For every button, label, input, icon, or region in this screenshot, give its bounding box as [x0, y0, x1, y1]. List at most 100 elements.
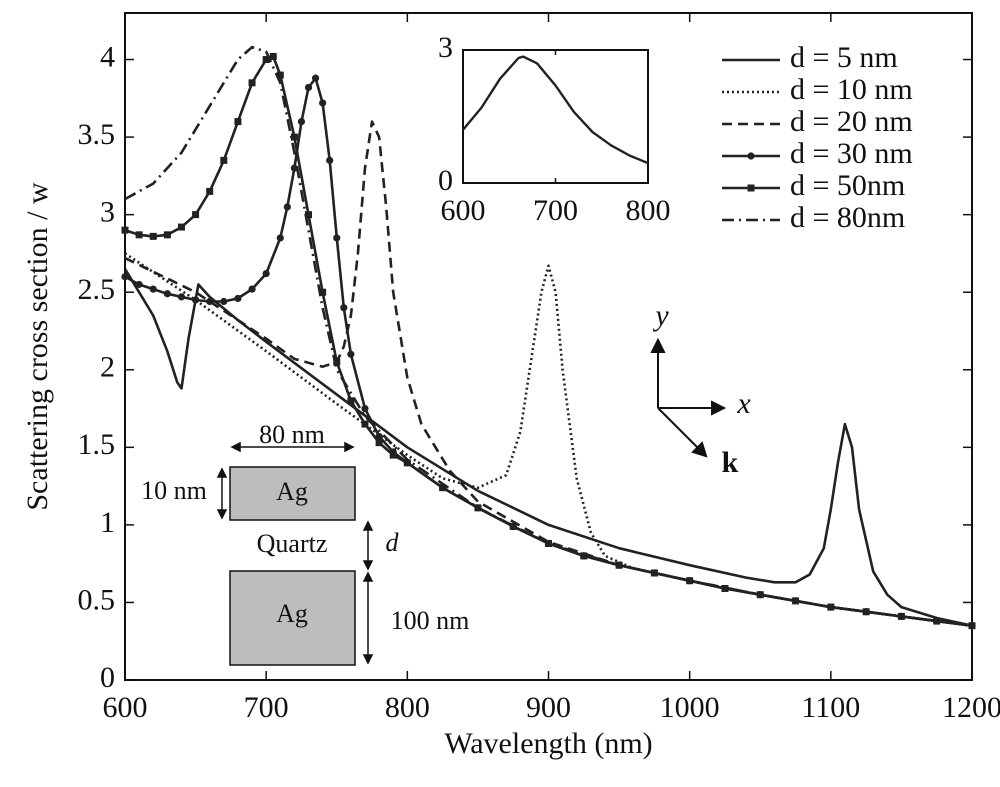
point — [326, 156, 334, 164]
legend-label: d = 50nm — [790, 169, 905, 202]
point — [319, 99, 327, 107]
arrow-head — [711, 400, 727, 416]
series-line — [124, 120, 973, 627]
annotation: Quartz — [257, 529, 328, 558]
point — [163, 290, 171, 298]
x-tick-label: 900 — [526, 691, 571, 724]
y-tick-label: 0 — [100, 661, 115, 694]
point — [304, 83, 313, 92]
arrow-heads — [362, 571, 374, 665]
annotation: 100 nm — [391, 606, 470, 635]
point — [262, 56, 270, 64]
top-ag-block — [229, 466, 356, 521]
series-line — [123, 268, 973, 627]
point — [792, 597, 800, 605]
y-tick-label: 2.5 — [78, 273, 116, 306]
point — [340, 304, 348, 312]
annotation: k — [722, 446, 739, 479]
point — [248, 79, 256, 87]
point — [206, 297, 214, 306]
series-line — [124, 45, 973, 627]
legend-label: d = 30 nm — [790, 137, 913, 170]
annotation: Ag — [276, 477, 308, 506]
annotation: y — [652, 299, 669, 332]
point — [305, 211, 313, 219]
point — [149, 285, 157, 293]
y-axis-label: Scattering cross section / w — [21, 182, 54, 511]
point — [177, 223, 185, 231]
point — [276, 234, 284, 242]
point — [333, 234, 341, 242]
bottom-ag-block — [229, 570, 356, 666]
point — [234, 118, 242, 126]
point — [192, 211, 200, 219]
x-tick-label: 600 — [103, 691, 148, 724]
x-axis-label: Wavelength (nm) — [444, 727, 652, 760]
point — [163, 231, 171, 239]
arrow-head — [650, 337, 666, 353]
legend-label: d = 80nm — [790, 201, 905, 234]
x-tick-label: 800 — [626, 194, 671, 227]
legend-label: d = 10 nm — [790, 73, 913, 106]
point — [290, 164, 298, 172]
x-tick-label: 700 — [244, 691, 289, 724]
y-tick-label: 4 — [100, 40, 115, 73]
point — [439, 484, 447, 492]
series-line — [462, 55, 649, 165]
y-tick-label: 3 — [438, 31, 453, 64]
y-tick-label: 3 — [100, 196, 115, 229]
y-tick-label: 1.5 — [78, 428, 116, 461]
point — [234, 294, 242, 303]
y-tick-label: 0.5 — [78, 583, 116, 616]
y-tick-label: 0 — [438, 164, 453, 197]
point — [347, 397, 355, 405]
point — [220, 297, 228, 306]
point — [121, 273, 129, 281]
schematic — [216, 441, 374, 666]
series-line — [124, 252, 973, 627]
point — [375, 439, 383, 447]
point — [333, 358, 341, 366]
point — [389, 451, 397, 459]
legend-label: d = 5 nm — [790, 41, 898, 74]
point — [650, 569, 658, 577]
point — [580, 552, 588, 560]
point — [149, 232, 157, 240]
point — [297, 117, 306, 126]
point — [206, 187, 214, 195]
point — [361, 404, 369, 413]
x-tick-label: 600 — [441, 194, 486, 227]
point — [121, 226, 129, 234]
arrow-heads — [362, 520, 374, 571]
annotation: x — [736, 387, 751, 420]
point — [290, 133, 298, 141]
point — [721, 584, 729, 592]
annotation: Ag — [276, 599, 308, 628]
point — [276, 71, 284, 79]
axes-icon — [650, 337, 727, 458]
point — [248, 285, 256, 293]
point — [361, 420, 369, 428]
point — [347, 350, 355, 358]
x-tick-label: 800 — [385, 691, 430, 724]
arrow-heads — [230, 441, 355, 453]
k-arrow — [657, 407, 701, 451]
arrow-heads — [216, 467, 228, 520]
point — [135, 280, 143, 289]
point — [220, 156, 228, 164]
annotation: d — [386, 528, 400, 557]
legend-label: d = 20 nm — [790, 105, 913, 138]
point — [933, 617, 941, 625]
point — [319, 288, 327, 296]
x-tick-label: 700 — [533, 194, 578, 227]
point — [403, 459, 411, 467]
point — [474, 504, 482, 512]
point — [177, 293, 186, 301]
x-tick-label: 1000 — [660, 691, 720, 724]
point — [311, 74, 320, 82]
point — [509, 522, 517, 530]
y-tick-label: 2 — [100, 351, 115, 384]
point — [135, 231, 143, 239]
arrow-head — [691, 441, 708, 458]
